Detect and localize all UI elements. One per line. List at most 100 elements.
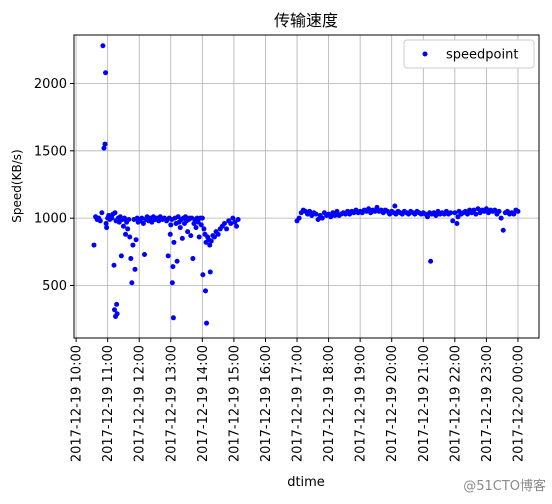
data-point (179, 235, 185, 241)
data-point (103, 70, 109, 76)
data-point (204, 320, 210, 326)
x-tick-label: 2017-12-19 20:00 (385, 345, 400, 462)
data-point (498, 215, 504, 221)
data-point (121, 215, 127, 221)
x-tick-label: 2017-12-19 19:00 (354, 345, 369, 462)
data-point (126, 216, 132, 222)
data-point (118, 253, 124, 259)
data-point (483, 206, 489, 212)
data-point (200, 272, 206, 278)
data-point (515, 208, 521, 214)
data-point (332, 212, 338, 218)
data-point (125, 226, 131, 232)
data-point (103, 221, 109, 227)
data-point (428, 258, 434, 264)
data-point (140, 221, 146, 227)
data-point (129, 280, 135, 286)
x-tick-label: 2017-12-19 22:00 (448, 345, 463, 462)
data-point (313, 211, 319, 217)
data-point (207, 269, 213, 275)
data-point (374, 204, 380, 210)
legend-entry-speedpoint: speedpoint (446, 48, 518, 63)
data-point (193, 225, 199, 231)
data-point (392, 203, 398, 209)
data-point (471, 207, 477, 213)
x-tick-label: 2017-12-19 16:00 (259, 345, 274, 462)
data-point (127, 234, 133, 240)
data-point (450, 218, 456, 224)
data-point (169, 280, 175, 286)
data-point (511, 211, 517, 217)
data-point (132, 266, 138, 272)
x-tick-label: 2017-12-19 21:00 (417, 345, 432, 462)
data-point (177, 225, 183, 231)
data-point (424, 214, 430, 220)
data-point (372, 208, 378, 214)
data-point (234, 223, 240, 229)
data-point (100, 43, 106, 49)
data-point (97, 218, 103, 224)
data-point (104, 225, 110, 231)
y-axis-label: Speed(KB/s) (10, 149, 24, 222)
chart-title: 传输速度 (274, 11, 338, 30)
data-point (112, 307, 118, 313)
x-tick-label: 2017-12-19 12:00 (133, 345, 148, 462)
data-point (170, 315, 176, 321)
data-points (91, 43, 521, 326)
data-point (111, 262, 117, 268)
y-tick-label: 1000 (34, 212, 67, 227)
data-point (102, 141, 108, 147)
data-point (215, 231, 221, 237)
x-tick-label: 2017-12-19 11:00 (101, 345, 116, 462)
data-point (165, 253, 171, 259)
data-point (130, 242, 136, 248)
data-point (492, 207, 498, 213)
data-point (315, 216, 321, 222)
data-point (211, 234, 217, 240)
data-point (203, 288, 209, 294)
data-point (168, 222, 174, 228)
x-tick-label: 2017-12-19 18:00 (322, 345, 337, 462)
data-point (207, 242, 213, 248)
data-point (109, 215, 115, 221)
legend: speedpoint (403, 39, 535, 69)
data-point (221, 221, 227, 227)
legend-box (403, 39, 535, 69)
data-point (120, 223, 126, 229)
data-point (167, 231, 173, 237)
data-point (448, 210, 454, 216)
y-tick-label: 2000 (34, 77, 67, 92)
data-point (191, 221, 197, 227)
data-point (475, 206, 481, 212)
data-point (190, 256, 196, 262)
data-point (174, 258, 180, 264)
x-tick-label: 2017-12-20 00:00 (511, 345, 526, 462)
data-point (188, 233, 194, 239)
data-point (171, 239, 177, 245)
data-point (235, 216, 241, 222)
data-point (328, 214, 334, 220)
data-point (114, 311, 120, 317)
data-point (208, 238, 214, 244)
x-tick-label: 2017-12-19 13:00 (164, 345, 179, 462)
data-point (228, 221, 234, 227)
data-point (224, 226, 230, 232)
data-point (500, 227, 506, 233)
plot-frame (73, 34, 540, 339)
data-point (128, 256, 134, 262)
data-point (334, 208, 340, 214)
data-point (473, 211, 479, 217)
data-point (114, 301, 120, 307)
axes: 500 1000 1500 2000 2017-12-19 10:00 2017-12-1… (34, 77, 527, 462)
data-point (454, 221, 460, 227)
data-point (296, 215, 302, 221)
x-tick-label: 2017-12-19 23:00 (480, 345, 495, 462)
data-point (198, 222, 204, 228)
data-point (452, 210, 458, 216)
data-point (91, 242, 97, 248)
data-point (123, 231, 129, 237)
data-point (433, 212, 439, 218)
x-tick-label: 2017-12-19 10:00 (70, 345, 85, 462)
data-point (112, 210, 118, 216)
